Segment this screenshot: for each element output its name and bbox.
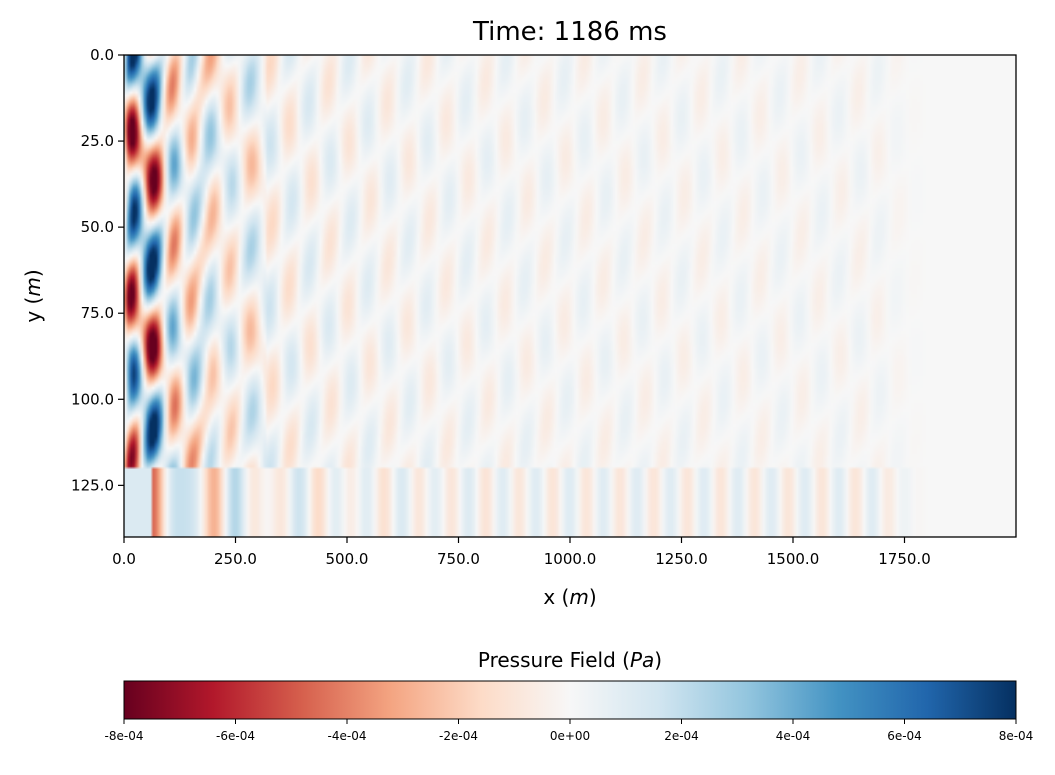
y-tick-label: 25.0 <box>81 132 114 150</box>
y-axis: 0.0 25.0 50.0 75.0 100.0 125.0 <box>71 46 124 494</box>
x-tick-label: 1500.0 <box>767 550 820 568</box>
chart-title: Time: 1186 ms <box>472 17 667 47</box>
colorbar-tick-label: -6e-04 <box>216 729 255 743</box>
y-axis-label: y (m) <box>21 269 45 322</box>
x-tick-label: 250.0 <box>214 550 257 568</box>
x-tick-label: 1250.0 <box>655 550 708 568</box>
colorbar-tick-label: 0e+00 <box>550 729 590 743</box>
y-tick-label: 75.0 <box>81 304 114 322</box>
x-tick-label: 1000.0 <box>544 550 597 568</box>
colorbar-tick-label: -4e-04 <box>328 729 367 743</box>
colorbar-axis: -8e-04 -6e-04 -4e-04 -2e-04 0e+00 2e-04 4e-04 6… <box>105 719 1034 743</box>
colorbar-tick-label: 4e-04 <box>776 729 811 743</box>
colorbar <box>123 680 1017 720</box>
x-tick-label: 0.0 <box>112 550 136 568</box>
x-tick-label: 1750.0 <box>878 550 931 568</box>
colorbar-tick-label: 2e-04 <box>664 729 699 743</box>
heatmap-image <box>124 55 1016 537</box>
x-axis-label: x (m) <box>543 585 596 609</box>
x-tick-label: 750.0 <box>437 550 480 568</box>
x-tick-label: 500.0 <box>326 550 369 568</box>
x-axis: 0.0 250.0 500.0 750.0 1000.0 1250.0 1500.0 1750… <box>112 537 931 568</box>
y-tick-label: 125.0 <box>71 476 114 494</box>
colorbar-tick-label: -2e-04 <box>439 729 478 743</box>
colorbar-label: Pressure Field (Pa) <box>478 648 662 672</box>
y-tick-label: 100.0 <box>71 390 114 408</box>
y-tick-label: 50.0 <box>81 218 114 236</box>
colorbar-tick-label: -8e-04 <box>105 729 144 743</box>
pressure-field-heatmap <box>124 55 1016 537</box>
colorbar-tick-label: 6e-04 <box>887 729 922 743</box>
colorbar-tick-label: 8e-04 <box>999 729 1034 743</box>
y-tick-label: 0.0 <box>90 46 114 64</box>
